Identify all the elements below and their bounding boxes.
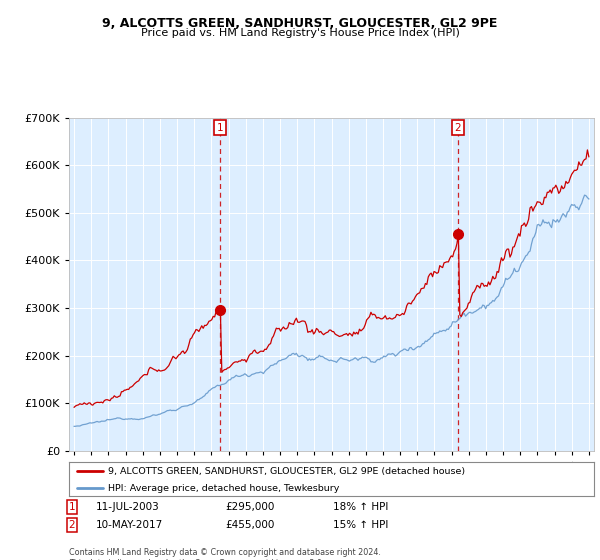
- Text: 18% ↑ HPI: 18% ↑ HPI: [333, 502, 388, 512]
- Text: Price paid vs. HM Land Registry's House Price Index (HPI): Price paid vs. HM Land Registry's House …: [140, 28, 460, 38]
- Text: 9, ALCOTTS GREEN, SANDHURST, GLOUCESTER, GL2 9PE: 9, ALCOTTS GREEN, SANDHURST, GLOUCESTER,…: [103, 17, 497, 30]
- Text: Contains HM Land Registry data © Crown copyright and database right 2024.
This d: Contains HM Land Registry data © Crown c…: [69, 548, 381, 560]
- Text: £455,000: £455,000: [225, 520, 274, 530]
- Text: 2: 2: [454, 123, 461, 133]
- Text: 1: 1: [217, 123, 223, 133]
- Text: 15% ↑ HPI: 15% ↑ HPI: [333, 520, 388, 530]
- Text: £295,000: £295,000: [225, 502, 274, 512]
- Text: 1: 1: [68, 502, 76, 512]
- Text: HPI: Average price, detached house, Tewkesbury: HPI: Average price, detached house, Tewk…: [109, 484, 340, 493]
- Text: 9, ALCOTTS GREEN, SANDHURST, GLOUCESTER, GL2 9PE (detached house): 9, ALCOTTS GREEN, SANDHURST, GLOUCESTER,…: [109, 466, 466, 475]
- Text: 10-MAY-2017: 10-MAY-2017: [96, 520, 163, 530]
- Text: 11-JUL-2003: 11-JUL-2003: [96, 502, 160, 512]
- Text: 2: 2: [68, 520, 76, 530]
